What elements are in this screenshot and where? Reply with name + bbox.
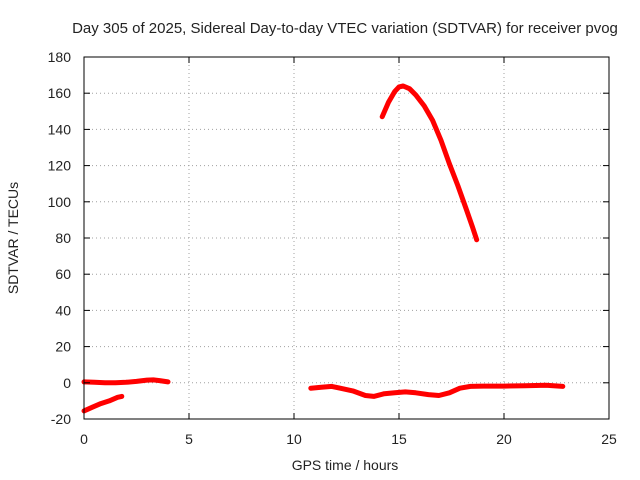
axis-ticks: 0 5 10 15 20 25 -20 0 20 40 60 80 100 120 140 160 180 (48, 49, 617, 447)
series-line-segment-4 (379, 83, 480, 243)
y-tick-label: 80 (55, 230, 71, 246)
chart-title: Day 305 of 2025, Sidereal Day-to-day VTE… (72, 20, 618, 37)
y-tick-label: 160 (48, 85, 72, 101)
series-line-segment-2 (81, 393, 125, 414)
x-axis-label: GPS time / hours (292, 457, 399, 473)
y-tick-label: -20 (51, 411, 71, 427)
x-tick-label: 5 (185, 431, 193, 447)
y-tick-label: 20 (55, 339, 71, 355)
x-tick-label: 15 (391, 431, 407, 447)
y-tick-label: 140 (48, 121, 72, 137)
grid-lines (84, 57, 609, 419)
plot-frame (83, 56, 610, 420)
y-tick-label: 40 (55, 302, 71, 318)
y-axis-label: SDTVAR / TECUs (5, 182, 21, 294)
y-tick-label: 100 (48, 194, 72, 210)
x-tick-label: 25 (601, 431, 617, 447)
series-line-segment-1 (81, 377, 171, 386)
x-tick-label: 0 (80, 431, 88, 447)
y-tick-label: 60 (55, 266, 71, 282)
y-tick-label: 0 (63, 375, 71, 391)
data-series (81, 83, 566, 414)
y-tick-label: 120 (48, 158, 72, 174)
series-line-segment-3 (308, 382, 566, 399)
x-tick-label: 20 (496, 431, 512, 447)
x-tick-label: 10 (286, 431, 302, 447)
y-tick-label: 180 (48, 49, 72, 65)
